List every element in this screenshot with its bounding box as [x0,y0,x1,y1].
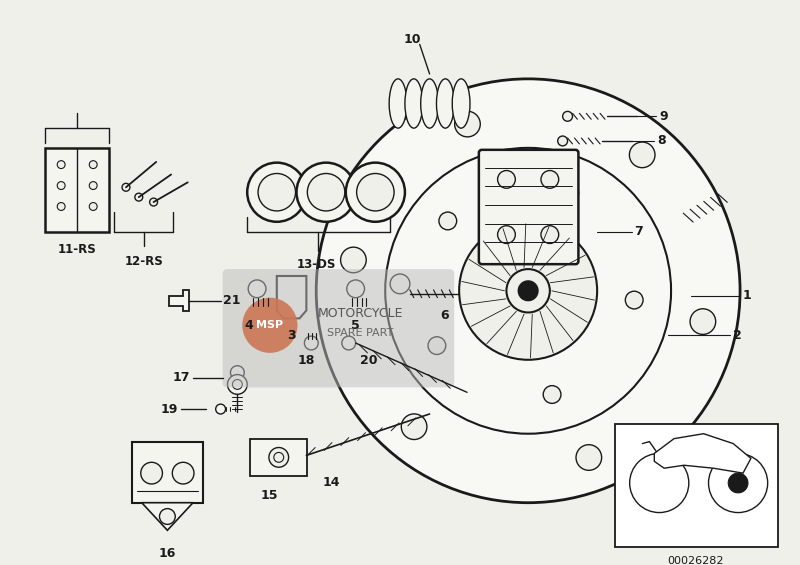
Ellipse shape [452,79,470,128]
Circle shape [135,193,142,201]
Text: 00026282: 00026282 [667,556,724,565]
Circle shape [518,281,538,301]
Circle shape [90,203,97,210]
Circle shape [402,414,427,440]
Circle shape [459,222,597,360]
Circle shape [506,269,550,312]
Circle shape [216,404,226,414]
Bar [45,148,110,232]
Text: 20: 20 [360,354,378,367]
Text: 16: 16 [158,547,176,560]
Circle shape [428,337,446,354]
Text: 1: 1 [743,289,752,302]
Circle shape [159,508,175,524]
Text: 21: 21 [222,294,240,307]
Circle shape [626,291,643,309]
Ellipse shape [437,79,454,128]
Text: 18: 18 [298,354,315,367]
Text: 5: 5 [351,319,360,332]
Polygon shape [654,434,751,473]
FancyBboxPatch shape [222,269,454,388]
Text: 15: 15 [260,489,278,502]
Circle shape [562,111,573,121]
Text: 6: 6 [440,309,449,322]
Circle shape [58,160,65,168]
Circle shape [230,366,244,380]
Text: 8: 8 [658,134,666,147]
Circle shape [561,184,578,202]
Text: 9: 9 [659,110,668,123]
Circle shape [390,274,410,294]
Circle shape [439,212,457,230]
Circle shape [150,198,158,206]
Circle shape [342,336,356,350]
Circle shape [316,79,740,503]
Circle shape [227,375,247,394]
Polygon shape [170,290,189,311]
Text: 14: 14 [322,476,340,489]
Circle shape [90,181,97,189]
Circle shape [297,163,356,222]
Circle shape [122,183,130,191]
Circle shape [242,298,298,353]
Circle shape [346,163,405,222]
Circle shape [709,454,768,512]
Ellipse shape [389,79,407,128]
Text: 3: 3 [287,329,296,342]
Circle shape [498,171,515,188]
Text: 12-RS: 12-RS [124,255,163,268]
Text: 4: 4 [245,319,254,332]
Circle shape [58,181,65,189]
Ellipse shape [421,79,438,128]
Circle shape [454,111,480,137]
Circle shape [558,136,567,146]
Circle shape [543,386,561,403]
Circle shape [172,462,194,484]
Text: 10: 10 [403,33,421,46]
Circle shape [248,280,266,298]
Text: 17: 17 [173,371,190,384]
Circle shape [728,473,748,493]
Circle shape [541,171,558,188]
Polygon shape [142,503,193,531]
Circle shape [541,226,558,244]
Circle shape [141,462,162,484]
Circle shape [269,447,289,467]
Circle shape [341,247,366,273]
Text: 2: 2 [733,329,742,342]
Circle shape [630,142,655,168]
Circle shape [357,173,394,211]
Circle shape [498,226,515,244]
Text: SPARE PART: SPARE PART [327,328,394,338]
Circle shape [233,380,242,389]
Circle shape [386,148,671,434]
Circle shape [346,280,365,298]
Circle shape [90,160,97,168]
Text: 19: 19 [161,403,178,416]
Circle shape [247,163,306,222]
Bar [615,424,778,547]
Text: 7: 7 [634,225,643,238]
Circle shape [274,453,284,462]
Text: 11-RS: 11-RS [58,243,96,256]
Circle shape [576,445,602,470]
Circle shape [304,336,318,350]
Bar [250,438,307,476]
Ellipse shape [405,79,422,128]
Circle shape [307,173,345,211]
Bar [132,442,203,503]
Circle shape [630,454,689,512]
Text: MOTORCYCLE: MOTORCYCLE [318,307,403,320]
FancyBboxPatch shape [479,150,578,264]
Polygon shape [277,276,306,319]
Circle shape [58,203,65,210]
Text: 13-DS: 13-DS [297,258,336,271]
Circle shape [258,173,295,211]
Text: MSP: MSP [256,320,283,331]
Circle shape [690,309,716,334]
